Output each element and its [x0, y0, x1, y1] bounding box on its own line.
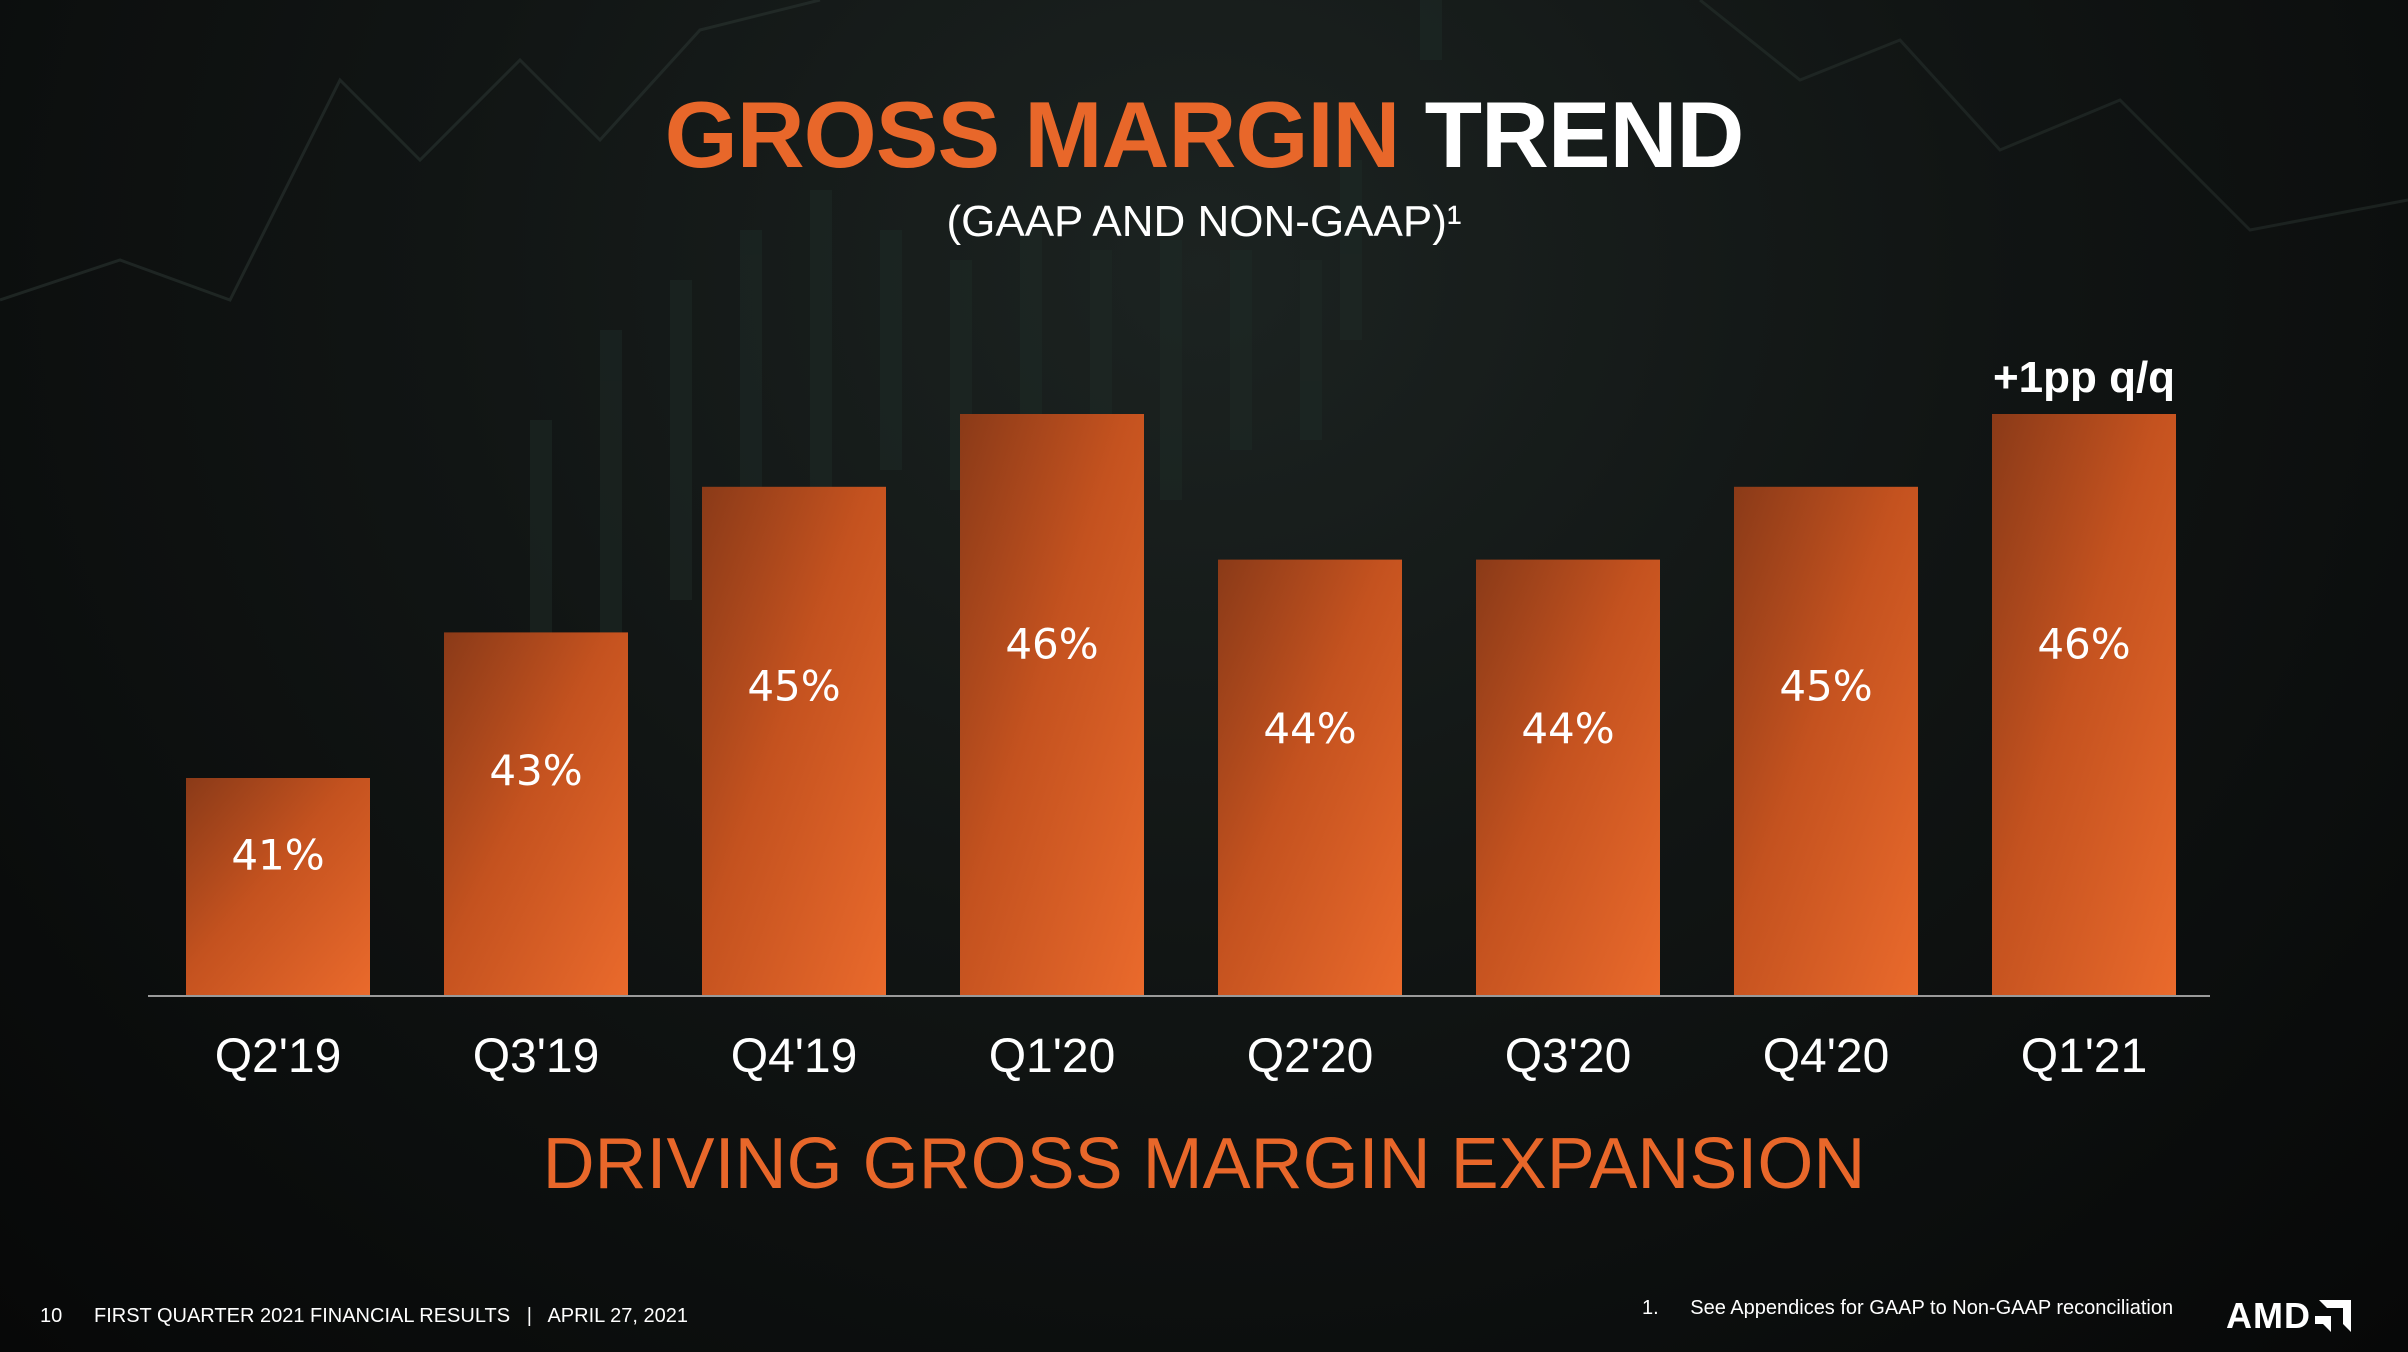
bar-q419 [702, 486, 886, 996]
x-tick-label: Q1'21 [2021, 1030, 2148, 1083]
page-number: 10 [40, 1305, 63, 1327]
data-label: 45% [1779, 662, 1872, 711]
title-rest: TREND [1424, 82, 1745, 187]
page-subtitle: (GAAP AND NON-GAAP)¹ [946, 197, 1462, 246]
annotation-label: +1pp q/q [1993, 353, 2175, 402]
bar-q420 [1734, 486, 1918, 996]
bar-q220 [1218, 559, 1402, 996]
amd-arrow-icon [2314, 1300, 2351, 1332]
bar-q219 [186, 778, 370, 996]
data-label: 43% [489, 746, 582, 795]
x-tick-label: Q4'20 [1763, 1030, 1890, 1083]
page-title: GROSS MARGIN TREND [0, 88, 2408, 182]
x-tick-label: Q1'20 [989, 1030, 1116, 1083]
x-tick-label: Q2'20 [1247, 1030, 1374, 1083]
footer-text: FIRST QUARTER 2021 FINANCIAL RESULTS | A… [94, 1305, 688, 1327]
footnote-text: See Appendices for GAAP to Non-GAAP reco… [1690, 1297, 2174, 1319]
title-accent: GROSS MARGIN [664, 82, 1401, 187]
bar-q120 [960, 414, 1144, 996]
bar-q121 [1992, 414, 2176, 996]
data-label: 41% [231, 831, 324, 880]
bar-q319 [444, 632, 628, 996]
amd-logo: AMD [2226, 1298, 2351, 1334]
x-tick-label: Q3'20 [1505, 1030, 1632, 1083]
logo-text: AMD [2226, 1295, 2311, 1336]
data-label: 45% [747, 662, 840, 711]
footnote-number: 1. [1642, 1297, 1659, 1319]
tagline: DRIVING GROSS MARGIN EXPANSION [542, 1124, 1866, 1204]
data-label: 46% [1005, 619, 1098, 668]
x-tick-label: Q2'19 [215, 1030, 342, 1083]
data-label: 46% [2037, 619, 2130, 668]
x-tick-label: Q4'19 [731, 1030, 858, 1083]
data-label: 44% [1263, 704, 1356, 753]
data-label: 44% [1521, 704, 1614, 753]
x-tick-label: Q3'19 [473, 1030, 600, 1083]
bar-q320 [1476, 559, 1660, 996]
footnote: 1. See Appendices for GAAP to Non-GAAP r… [1642, 1298, 2173, 1318]
